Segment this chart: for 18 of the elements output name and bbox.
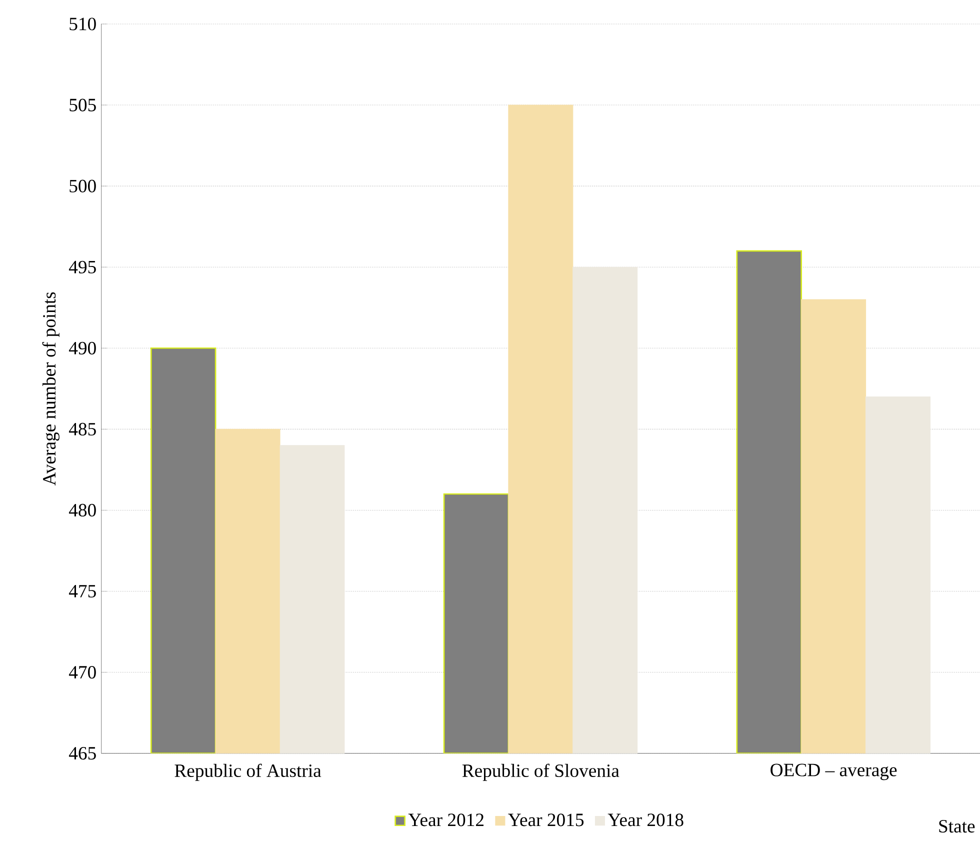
x-tick-label: Republic of Austria — [174, 764, 322, 781]
legend-label: Year 2018 — [608, 813, 684, 826]
y-tick-label: 480 — [68, 504, 96, 516]
legend-label: Year 2015 — [508, 813, 584, 826]
y-axis-title: Average number of points — [42, 292, 60, 486]
y-tick-label: 475 — [68, 584, 96, 598]
y-tick-label: 470 — [68, 666, 96, 678]
x-tick-label: Republic of Slovenia — [462, 764, 620, 781]
y-tick-label: 490 — [68, 342, 96, 354]
y-tick-label: 465 — [68, 746, 96, 760]
x-tick-label: OECD – average — [770, 764, 897, 780]
legend-label: Year 2012 — [408, 813, 484, 826]
y-tick-label: 510 — [70, 18, 96, 30]
y-tick-label: 500 — [70, 180, 96, 192]
y-tick-label: 495 — [68, 260, 96, 274]
y-tick-label: 505 — [70, 98, 96, 112]
x-axis-title: State — [939, 820, 975, 832]
y-tick-label: 485 — [68, 422, 96, 436]
